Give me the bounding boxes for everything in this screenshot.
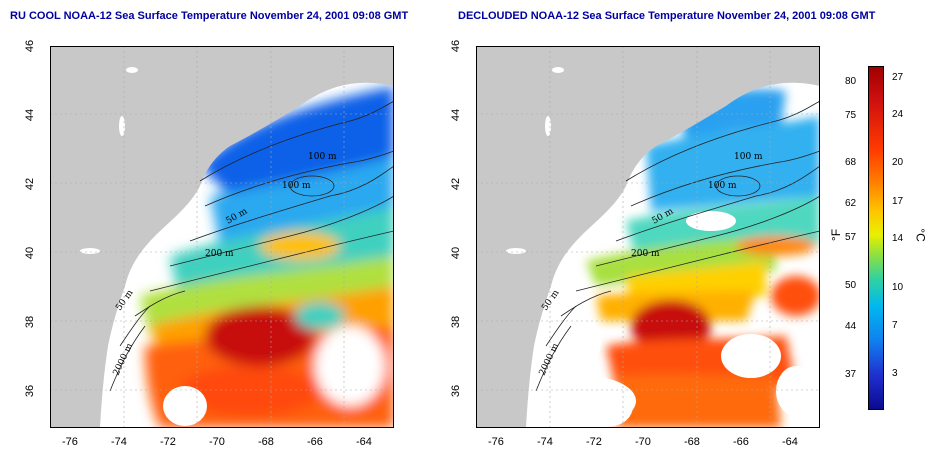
- lon-tick: -70: [635, 436, 651, 448]
- fahrenheit-label: 68: [845, 157, 857, 168]
- lat-tick: 46: [24, 39, 36, 53]
- lon-tick: -72: [586, 436, 602, 448]
- colorbar-unit-celsius: °C: [913, 228, 928, 242]
- left-map-title: RU COOL NOAA-12 Sea Surface Temperature …: [10, 10, 409, 22]
- celsius-label: 17: [892, 196, 904, 207]
- fahrenheit-label: 50: [845, 280, 857, 291]
- lat-tick: 38: [24, 315, 36, 329]
- lon-tick: -70: [209, 436, 225, 448]
- lon-tick: -74: [537, 436, 553, 448]
- celsius-label: 3: [892, 368, 898, 379]
- celsius-label: 10: [892, 282, 904, 293]
- contour-label: 100 m: [308, 152, 337, 162]
- lat-tick: 36: [450, 384, 462, 398]
- left-sst-map: 100 m 100 m 50 m 200 m 50 m 2000 m: [50, 46, 394, 428]
- lat-tick: 40: [24, 246, 36, 260]
- lat-tick: 44: [450, 108, 462, 122]
- right-sst-map: 100 m 100 m 50 m 200 m 50 m 2000 m: [476, 46, 820, 428]
- lon-tick: -66: [733, 436, 749, 448]
- contour-label: 200 m: [631, 249, 660, 259]
- right-map-title: DECLOUDED NOAA-12 Sea Surface Temperatur…: [458, 10, 876, 22]
- fahrenheit-label: 62: [845, 198, 857, 209]
- celsius-label: 14: [892, 233, 904, 244]
- celsius-label: 7: [892, 320, 898, 331]
- celsius-label: 20: [892, 157, 904, 168]
- colorbar-unit-fahrenheit: °F: [829, 228, 844, 242]
- lon-tick: -64: [782, 436, 798, 448]
- fahrenheit-label: 75: [845, 110, 857, 121]
- fahrenheit-label: 57: [845, 232, 857, 243]
- lon-tick: -66: [307, 436, 323, 448]
- lat-tick: 40: [450, 246, 462, 260]
- fahrenheit-label: 37: [845, 369, 857, 380]
- lon-tick: -76: [62, 436, 78, 448]
- lon-tick: -68: [258, 436, 274, 448]
- lat-tick: 42: [450, 177, 462, 191]
- lat-tick: 36: [24, 384, 36, 398]
- celsius-label: 27: [892, 72, 904, 83]
- contour-label: 100 m: [282, 181, 311, 191]
- temperature-colorbar: [868, 66, 884, 410]
- fahrenheit-label: 80: [845, 76, 857, 87]
- lon-tick: -64: [356, 436, 372, 448]
- lon-tick: -76: [488, 436, 504, 448]
- contour-label: 100 m: [708, 181, 737, 191]
- lon-tick: -72: [160, 436, 176, 448]
- contour-label: 200 m: [205, 249, 234, 259]
- lat-tick: 42: [24, 177, 36, 191]
- lat-tick: 38: [450, 315, 462, 329]
- celsius-label: 24: [892, 109, 904, 120]
- lat-tick: 44: [24, 108, 36, 122]
- lon-tick: -74: [111, 436, 127, 448]
- lat-tick: 46: [450, 39, 462, 53]
- contour-label: 100 m: [734, 152, 763, 162]
- lon-tick: -68: [684, 436, 700, 448]
- fahrenheit-label: 44: [845, 321, 857, 332]
